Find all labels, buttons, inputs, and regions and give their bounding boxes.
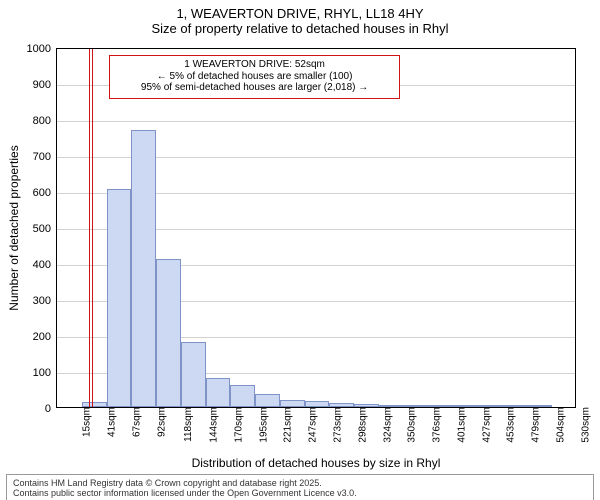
x-tick-label: 195sqm [252, 407, 269, 443]
x-tick-label: 401sqm [450, 407, 467, 443]
annotation-box: 1 WEAVERTON DRIVE: 52sqm← 5% of detached… [109, 55, 400, 99]
x-tick-label: 504sqm [549, 407, 566, 443]
y-tick-label: 500 [33, 223, 57, 235]
x-axis-title: Distribution of detached houses by size … [192, 456, 441, 470]
x-tick-label: 427sqm [475, 407, 492, 443]
annotation-line: 95% of semi-detached houses are larger (… [114, 82, 395, 94]
reference-line [89, 49, 90, 407]
x-tick-label: 376sqm [425, 407, 442, 443]
footer-line2: Contains public sector information licen… [13, 488, 587, 498]
x-tick-label: 273sqm [326, 407, 343, 443]
x-tick-label: 298sqm [351, 407, 368, 443]
x-tick-label: 67sqm [125, 407, 142, 437]
x-tick-label: 41sqm [101, 407, 118, 437]
x-tick-label: 479sqm [524, 407, 541, 443]
x-tick-label: 221sqm [277, 407, 294, 443]
x-tick-label: 324sqm [376, 407, 393, 443]
y-axis-title: Number of detached properties [7, 145, 21, 310]
histogram-bar [255, 394, 280, 407]
plot-area: 0100200300400500600700800900100015sqm41s… [56, 48, 576, 408]
histogram-bar [280, 400, 305, 407]
y-tick-label: 200 [33, 331, 57, 343]
gridline [57, 121, 575, 122]
reference-line [92, 49, 93, 407]
x-tick-label: 118sqm [177, 407, 194, 442]
y-tick-label: 300 [33, 295, 57, 307]
y-tick-label: 800 [33, 115, 57, 127]
footer-line1: Contains HM Land Registry data © Crown c… [13, 478, 587, 488]
y-tick-label: 700 [33, 151, 57, 163]
x-tick-label: 453sqm [500, 407, 517, 443]
histogram-bar [230, 385, 255, 407]
x-tick-label: 247sqm [302, 407, 319, 443]
y-tick-label: 400 [33, 259, 57, 271]
attribution-footer: Contains HM Land Registry data © Crown c… [6, 474, 594, 500]
chart-title-line1: 1, WEAVERTON DRIVE, RHYL, LL18 4HY [0, 0, 600, 21]
y-tick-label: 0 [45, 403, 57, 415]
histogram-bar [131, 130, 156, 407]
x-tick-label: 144sqm [202, 407, 219, 443]
x-tick-label: 92sqm [150, 407, 167, 437]
chart-title-line2: Size of property relative to detached ho… [0, 21, 600, 36]
x-tick-label: 15sqm [76, 407, 93, 437]
x-tick-label: 530sqm [574, 407, 591, 443]
histogram-bar [107, 189, 132, 407]
y-tick-label: 100 [33, 367, 57, 379]
x-tick-label: 170sqm [227, 407, 244, 443]
y-tick-label: 600 [33, 187, 57, 199]
y-tick-label: 900 [33, 79, 57, 91]
y-tick-label: 1000 [27, 43, 57, 55]
histogram-bar [156, 259, 181, 407]
x-tick-label: 350sqm [401, 407, 418, 443]
histogram-bar [206, 378, 231, 407]
annotation-line: 1 WEAVERTON DRIVE: 52sqm [114, 59, 395, 71]
annotation-line: ← 5% of detached houses are smaller (100… [114, 71, 395, 83]
histogram-bar [181, 342, 206, 407]
